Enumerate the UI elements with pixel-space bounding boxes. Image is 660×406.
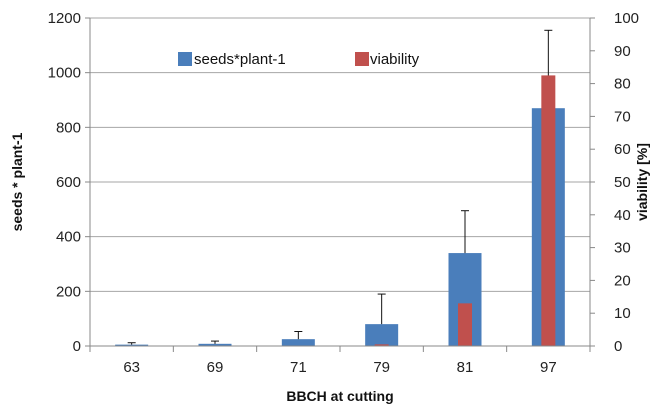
y-right-tick-label: 90 [614,43,631,60]
y-axis-right-title: viability [%] [634,143,650,221]
legend-label-viability: viability [370,51,420,68]
bar-viability [374,344,389,346]
bars-layer [115,29,565,347]
y-right-tick-label: 40 [614,207,631,224]
y-axis-left-title: seeds * plant-1 [9,132,25,231]
bar-seeds [198,343,232,346]
y-right-tick-label: 60 [614,141,631,158]
y-left-tick-label: 400 [56,229,81,246]
y-right-tick-label: 30 [614,240,631,257]
x-tick-label: 63 [123,359,140,376]
legend-swatch-viability [355,52,369,66]
y-right-tick-label: 20 [614,272,631,289]
bar-viability [458,303,472,346]
bar-seeds [115,344,149,346]
y-left-tick-label: 0 [73,338,81,355]
x-tick-label: 71 [290,359,307,376]
y-left-tick-label: 600 [56,174,81,191]
x-tick-label: 97 [540,359,557,376]
grid-layer [90,17,590,292]
y-right-tick-label: 10 [614,305,631,322]
bar-seeds [365,324,399,346]
legend: seeds*plant-1 viability [178,51,420,68]
y-right-tick-label: 100 [614,10,639,27]
legend-swatch-seeds [178,52,192,66]
legend-label-seeds: seeds*plant-1 [194,51,286,68]
axes-layer: 0 200 400 600 800 1000 1200 0 10 20 30 40 50 60 70 80 90… [48,10,639,376]
y-left-tick-label: 1200 [48,10,81,27]
y-right-tick-label: 0 [614,338,622,355]
y-right-tick-label: 50 [614,174,631,191]
x-tick-label: 81 [457,359,474,376]
bar-viability [541,75,556,347]
x-axis-title: BBCH at cutting [286,388,393,404]
y-left-tick-label: 1000 [48,65,81,82]
y-left-tick-label: 200 [56,283,81,300]
x-tick-label: 79 [373,359,390,376]
y-right-tick-label: 70 [614,108,631,125]
x-tick-label: 69 [207,359,224,376]
y-left-tick-label: 800 [56,119,81,136]
bar-seeds [281,339,315,346]
y-right-tick-label: 80 [614,76,631,93]
